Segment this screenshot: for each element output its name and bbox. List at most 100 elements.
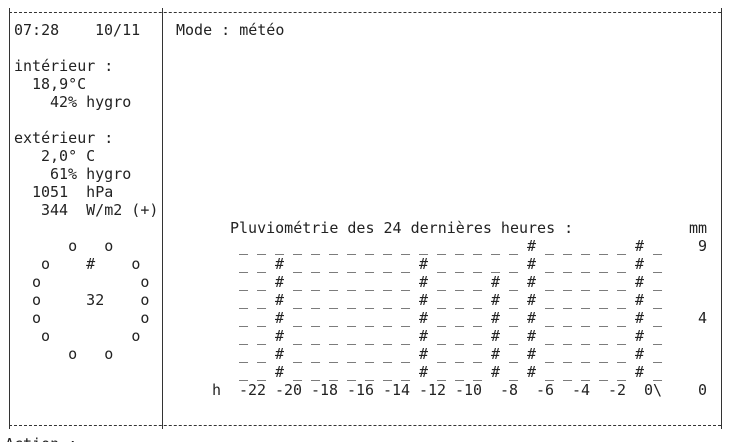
empty-cell: _ [563, 255, 573, 273]
empty-cell: _ [293, 237, 303, 255]
empty-cell: _ [599, 237, 609, 255]
empty-cell: _ [365, 255, 375, 273]
empty-cell: _ [653, 237, 663, 255]
empty-cell: _ [401, 363, 411, 381]
empty-cell: _ [329, 363, 339, 381]
empty-cell: _ [401, 345, 411, 363]
empty-cell: _ [563, 291, 573, 309]
empty-cell: _ [509, 327, 519, 345]
empty-cell: _ [239, 273, 249, 291]
empty-cell: _ [329, 255, 339, 273]
empty-cell: _ [455, 291, 465, 309]
x-tick-label: -4 [571, 381, 590, 399]
x-tick-label: -16 [347, 381, 375, 399]
bar-cell: # [491, 273, 501, 291]
empty-cell: _ [257, 345, 267, 363]
x-tick-label: -8 [499, 381, 518, 399]
empty-cell: _ [563, 309, 573, 327]
empty-cell: _ [473, 291, 483, 309]
bar-cell: # [491, 309, 501, 327]
empty-cell: _ [383, 273, 393, 291]
empty-cell: _ [563, 327, 573, 345]
empty-cell: _ [581, 327, 591, 345]
empty-cell: _ [329, 309, 339, 327]
empty-cell: _ [599, 273, 609, 291]
empty-cell: _ [545, 345, 555, 363]
empty-cell: _ [545, 309, 555, 327]
empty-cell: _ [401, 309, 411, 327]
empty-cell: _ [617, 273, 627, 291]
empty-cell: _ [383, 327, 393, 345]
wind-rose-row: o o [32, 237, 114, 255]
empty-cell: _ [617, 237, 627, 255]
bar-cell: # [635, 345, 645, 363]
empty-cell: _ [311, 363, 321, 381]
wind-rose-row: o o [32, 273, 150, 291]
empty-cell: _ [311, 309, 321, 327]
empty-cell: _ [347, 345, 357, 363]
empty-cell: _ [599, 327, 609, 345]
empty-cell: _ [491, 237, 501, 255]
empty-cell: _ [455, 237, 465, 255]
empty-cell: _ [617, 255, 627, 273]
empty-cell: _ [491, 255, 501, 273]
empty-cell: _ [545, 255, 555, 273]
empty-cell: _ [239, 363, 249, 381]
bar-cell: # [635, 327, 645, 345]
empty-cell: _ [347, 273, 357, 291]
bar-cell: # [275, 345, 285, 363]
empty-cell: _ [401, 327, 411, 345]
empty-cell: _ [239, 291, 249, 309]
empty-cell: _ [275, 237, 285, 255]
empty-cell: _ [257, 363, 267, 381]
empty-cell: _ [401, 255, 411, 273]
empty-cell: _ [599, 345, 609, 363]
empty-cell: _ [257, 255, 267, 273]
bottom-border [9, 425, 721, 426]
outdoor-temperature: 2,0° C [41, 147, 96, 165]
date: 10/11 [95, 21, 141, 39]
empty-cell: _ [653, 255, 663, 273]
x-axis-label: h [212, 381, 222, 399]
empty-cell: _ [257, 309, 267, 327]
bar-cell: # [527, 255, 537, 273]
rain-title: Pluviométrie des 24 dernières heures : [230, 219, 574, 237]
bar-cell: # [419, 327, 429, 345]
bar-cell: # [527, 273, 537, 291]
outdoor-pressure: 1051 hPa [32, 183, 114, 201]
empty-cell: _ [311, 273, 321, 291]
empty-cell: _ [311, 237, 321, 255]
outdoor-solar: 344 W/m2 (+) [41, 201, 159, 219]
x-tick-label: -14 [383, 381, 411, 399]
empty-cell: _ [347, 363, 357, 381]
empty-cell: _ [653, 291, 663, 309]
empty-cell: _ [365, 273, 375, 291]
bar-cell: # [275, 327, 285, 345]
empty-cell: _ [653, 363, 663, 381]
empty-cell: _ [257, 237, 267, 255]
empty-cell: _ [293, 255, 303, 273]
empty-cell: _ [653, 327, 663, 345]
y-tick-label: 9 [698, 237, 708, 255]
empty-cell: _ [365, 291, 375, 309]
empty-cell: _ [473, 237, 483, 255]
empty-cell: _ [473, 273, 483, 291]
bar-cell: # [275, 309, 285, 327]
empty-cell: _ [473, 363, 483, 381]
empty-cell: _ [455, 327, 465, 345]
bar-cell: # [491, 327, 501, 345]
empty-cell: _ [617, 327, 627, 345]
empty-cell: _ [563, 345, 573, 363]
empty-cell: _ [653, 309, 663, 327]
empty-cell: _ [239, 309, 249, 327]
empty-cell: _ [329, 273, 339, 291]
wind-rose-row: o o [32, 345, 114, 363]
bar-cell: # [419, 309, 429, 327]
bar-cell: # [275, 273, 285, 291]
bar-cell: # [275, 291, 285, 309]
bar-cell: # [527, 363, 537, 381]
bar-cell: # [635, 237, 645, 255]
empty-cell: _ [455, 255, 465, 273]
empty-cell: _ [257, 327, 267, 345]
bar-cell: # [635, 291, 645, 309]
